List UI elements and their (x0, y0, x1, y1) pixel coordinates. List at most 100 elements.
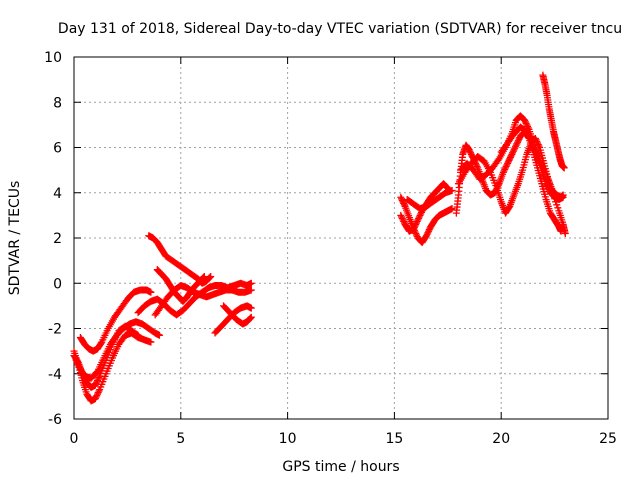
data-point (93, 392, 101, 400)
series-track-7 (153, 266, 208, 305)
data-point (523, 121, 531, 129)
series-track-9 (211, 302, 255, 337)
series-track-17 (539, 71, 568, 172)
series-track-13 (403, 186, 456, 213)
data-point (95, 387, 103, 395)
data-point (506, 155, 514, 163)
data-point (398, 213, 406, 221)
series-track-1 (70, 329, 155, 405)
data-point (552, 198, 560, 206)
data-point (513, 140, 521, 148)
data-point (94, 389, 102, 397)
data-point (416, 211, 424, 219)
data-point (398, 195, 406, 203)
data-point (561, 229, 569, 237)
data-point (410, 223, 418, 231)
y-tick-label: -4 (48, 367, 62, 383)
data-point (199, 274, 207, 282)
data-point (134, 331, 142, 339)
data-point (147, 338, 155, 346)
data-point (547, 186, 555, 194)
data-point (448, 205, 456, 213)
data-point (472, 161, 480, 169)
data-point (205, 274, 213, 282)
data-point (93, 390, 101, 398)
data-point (509, 147, 517, 155)
data-point (551, 195, 559, 203)
data-point (560, 164, 568, 172)
data-point (412, 231, 420, 239)
y-tick-labels: -6 -4 -2 0 2 4 6 8 10 (44, 50, 62, 428)
data-point (147, 288, 155, 296)
x-tick-label: 25 (599, 431, 617, 447)
data-point (467, 150, 475, 158)
data-point (514, 137, 522, 145)
x-tick-label: 20 (492, 431, 510, 447)
data-point (550, 192, 558, 200)
plot-frame (73, 56, 609, 420)
data-point (504, 158, 512, 166)
data-point (73, 358, 81, 366)
data-point (414, 216, 422, 224)
data-point (412, 219, 420, 227)
data-point (398, 214, 406, 222)
data-point (200, 272, 208, 280)
series-track-4 (72, 318, 163, 382)
data-point (400, 217, 408, 225)
data-point (501, 164, 509, 172)
data-point (542, 171, 550, 179)
data-point (503, 161, 511, 169)
data-point (410, 225, 418, 233)
x-tick-labels: 0 5 10 15 20 25 (70, 431, 617, 447)
series-track-3 (76, 286, 155, 355)
series-track-12 (397, 180, 452, 235)
data-point (507, 152, 515, 160)
data-point (400, 201, 408, 209)
data-point (74, 359, 82, 367)
data-point (468, 152, 476, 160)
data-point (514, 138, 522, 146)
data-point (466, 147, 474, 155)
chart-title: Day 131 of 2018, Sidereal Day-to-day VTE… (58, 21, 622, 37)
data-point (415, 214, 423, 222)
data-point (448, 186, 456, 194)
data-point (247, 313, 255, 321)
data-point (399, 198, 407, 206)
data-point (510, 146, 518, 154)
data-point (501, 165, 509, 173)
x-tick-label: 15 (385, 431, 403, 447)
data-point (505, 156, 513, 164)
data-point (74, 361, 82, 369)
data-point (423, 230, 431, 238)
data-point (399, 216, 407, 224)
data-point (425, 226, 433, 234)
data-point (511, 144, 519, 152)
data-point (546, 183, 554, 191)
x-tick-label: 0 (70, 431, 79, 447)
y-tick-label: 4 (53, 186, 62, 202)
data-point (247, 279, 255, 287)
y-tick-label: 0 (53, 276, 62, 292)
data-point (424, 229, 432, 237)
data-point (91, 381, 99, 389)
data-point (534, 140, 542, 148)
data-point (548, 189, 556, 197)
data-point (467, 149, 475, 157)
data-point (511, 143, 519, 151)
x-tick-label: 5 (176, 431, 185, 447)
data-point (522, 119, 530, 127)
data-point (508, 150, 516, 158)
data-point (91, 395, 99, 403)
series-track-10 (220, 302, 255, 328)
data-point (413, 217, 421, 225)
data-point (509, 149, 517, 157)
data-point (93, 377, 101, 385)
series-track-11 (397, 193, 456, 247)
data-point (412, 229, 420, 237)
y-tick-label: 2 (53, 231, 62, 247)
data-point (512, 141, 520, 149)
data-point (92, 393, 100, 401)
data-point (521, 118, 529, 126)
data-point (155, 331, 163, 339)
